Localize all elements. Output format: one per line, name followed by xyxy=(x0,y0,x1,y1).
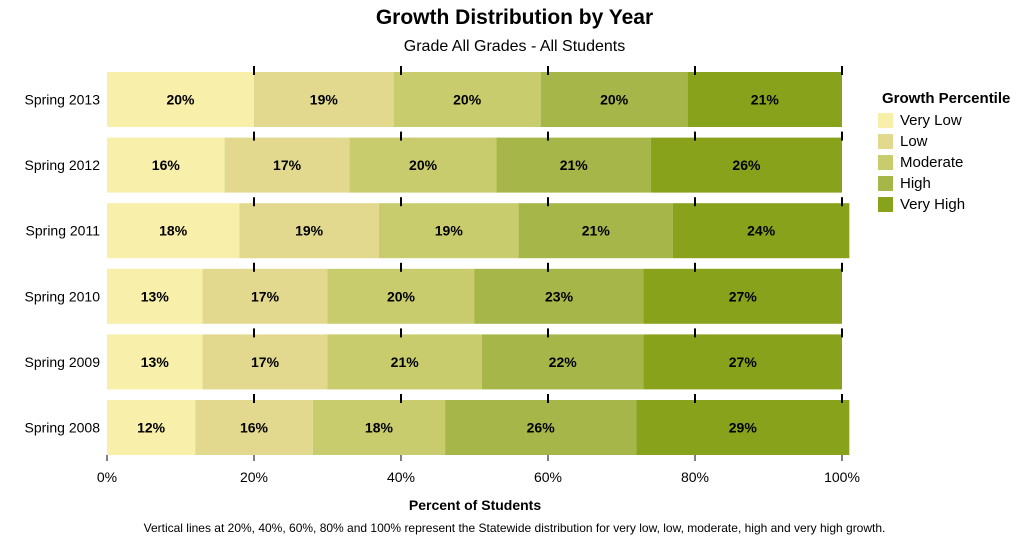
bar-segment xyxy=(202,334,328,390)
data-label: 24% xyxy=(747,223,776,239)
chart-title: Growth Distribution by Year xyxy=(375,6,654,29)
bar-segment xyxy=(518,203,673,259)
bar-segment xyxy=(195,400,313,455)
x-tick-label: 0% xyxy=(97,469,117,485)
data-label: 20% xyxy=(166,92,195,108)
bar-segment xyxy=(496,137,651,193)
x-tick-label: 100% xyxy=(824,469,860,485)
data-label: 21% xyxy=(582,223,611,239)
legend-item: High xyxy=(878,173,1010,194)
footnote: Vertical lines at 20%, 40%, 60%, 80% and… xyxy=(143,521,886,535)
bar-segment xyxy=(312,400,446,455)
data-label: 20% xyxy=(453,92,482,108)
bar-segment xyxy=(650,137,842,193)
legend-swatch xyxy=(878,113,893,128)
bar-segment xyxy=(643,268,842,324)
bar-segment xyxy=(474,268,644,324)
data-label: 23% xyxy=(545,288,574,304)
bar-segment xyxy=(378,203,519,259)
legend-label: Very Low xyxy=(900,112,962,129)
x-tick-label: 20% xyxy=(240,469,268,485)
data-label: 18% xyxy=(159,223,188,239)
data-label: 19% xyxy=(310,92,339,108)
data-label: 26% xyxy=(732,157,761,173)
bar-segment xyxy=(224,137,350,193)
legend-label: Moderate xyxy=(900,154,964,171)
data-label: 26% xyxy=(527,420,556,436)
data-label: 20% xyxy=(600,92,629,108)
bar-segment xyxy=(393,72,541,127)
legend-items: Very Low Low Moderate High Very High xyxy=(878,110,1010,215)
y-tick-label: Spring 2011 xyxy=(26,223,101,239)
bar-segment xyxy=(107,334,203,390)
legend-label: Very High xyxy=(900,196,966,213)
x-tick-label: 60% xyxy=(534,469,562,485)
bar-segment xyxy=(445,400,637,455)
bar-segment xyxy=(540,72,688,127)
legend-item: Low xyxy=(878,131,1010,152)
legend-swatch xyxy=(878,134,893,149)
bar-segment xyxy=(107,203,240,259)
bar-segment xyxy=(254,72,394,127)
data-label: 13% xyxy=(141,288,170,304)
bar-segment xyxy=(687,72,842,127)
data-label: 17% xyxy=(251,354,280,370)
y-tick-label: Spring 2010 xyxy=(24,288,100,304)
x-axis-label: Percent of Students xyxy=(408,497,542,513)
bar-segment xyxy=(107,400,196,455)
y-tick-label: Spring 2008 xyxy=(24,420,100,436)
chart-subtitle: Grade All Grades - All Students xyxy=(403,38,626,55)
data-label: 19% xyxy=(295,223,324,239)
bar-segment xyxy=(107,72,254,127)
bar-segment xyxy=(202,268,328,324)
y-tick-label: Spring 2009 xyxy=(24,354,100,370)
bar-segment xyxy=(481,334,644,390)
data-label: 19% xyxy=(435,223,464,239)
data-label: 27% xyxy=(729,354,758,370)
legend-swatch xyxy=(878,155,893,170)
bar-segment xyxy=(327,268,475,324)
legend-swatch xyxy=(878,197,893,212)
bar-segment xyxy=(672,203,850,259)
legend-label: High xyxy=(900,175,931,192)
data-label: 13% xyxy=(141,354,170,370)
x-tick-label: 80% xyxy=(681,469,709,485)
data-label: 21% xyxy=(391,354,420,370)
data-label: 18% xyxy=(365,420,394,436)
data-label: 22% xyxy=(549,354,578,370)
data-label: 21% xyxy=(751,92,780,108)
bar-segment xyxy=(327,334,482,390)
bar-segment xyxy=(643,334,842,390)
y-tick-label: Spring 2013 xyxy=(24,92,100,108)
data-label: 21% xyxy=(560,157,589,173)
legend-swatch xyxy=(878,176,893,191)
data-label: 17% xyxy=(251,288,280,304)
data-label: 17% xyxy=(273,157,302,173)
data-label: 29% xyxy=(729,420,758,436)
legend-item: Very Low xyxy=(878,110,1010,131)
bar-segment xyxy=(349,137,497,193)
data-label: 20% xyxy=(387,288,416,304)
bar-segment xyxy=(239,203,379,259)
x-tick-label: 40% xyxy=(387,469,415,485)
bar-segment xyxy=(636,400,850,455)
legend-item: Very High xyxy=(878,194,1010,215)
bar-segment xyxy=(107,137,225,193)
legend: Growth Percentile Very Low Low Moderate Hig… xyxy=(878,90,1010,215)
data-label: 20% xyxy=(409,157,438,173)
data-label: 16% xyxy=(240,420,269,436)
data-label: 12% xyxy=(137,420,166,436)
y-tick-label: Spring 2012 xyxy=(24,157,100,173)
legend-item: Moderate xyxy=(878,152,1010,173)
legend-title: Growth Percentile xyxy=(882,90,1011,107)
legend-label: Low xyxy=(900,133,928,150)
bar-segment xyxy=(107,268,203,324)
data-label: 16% xyxy=(152,157,181,173)
data-label: 27% xyxy=(729,288,758,304)
